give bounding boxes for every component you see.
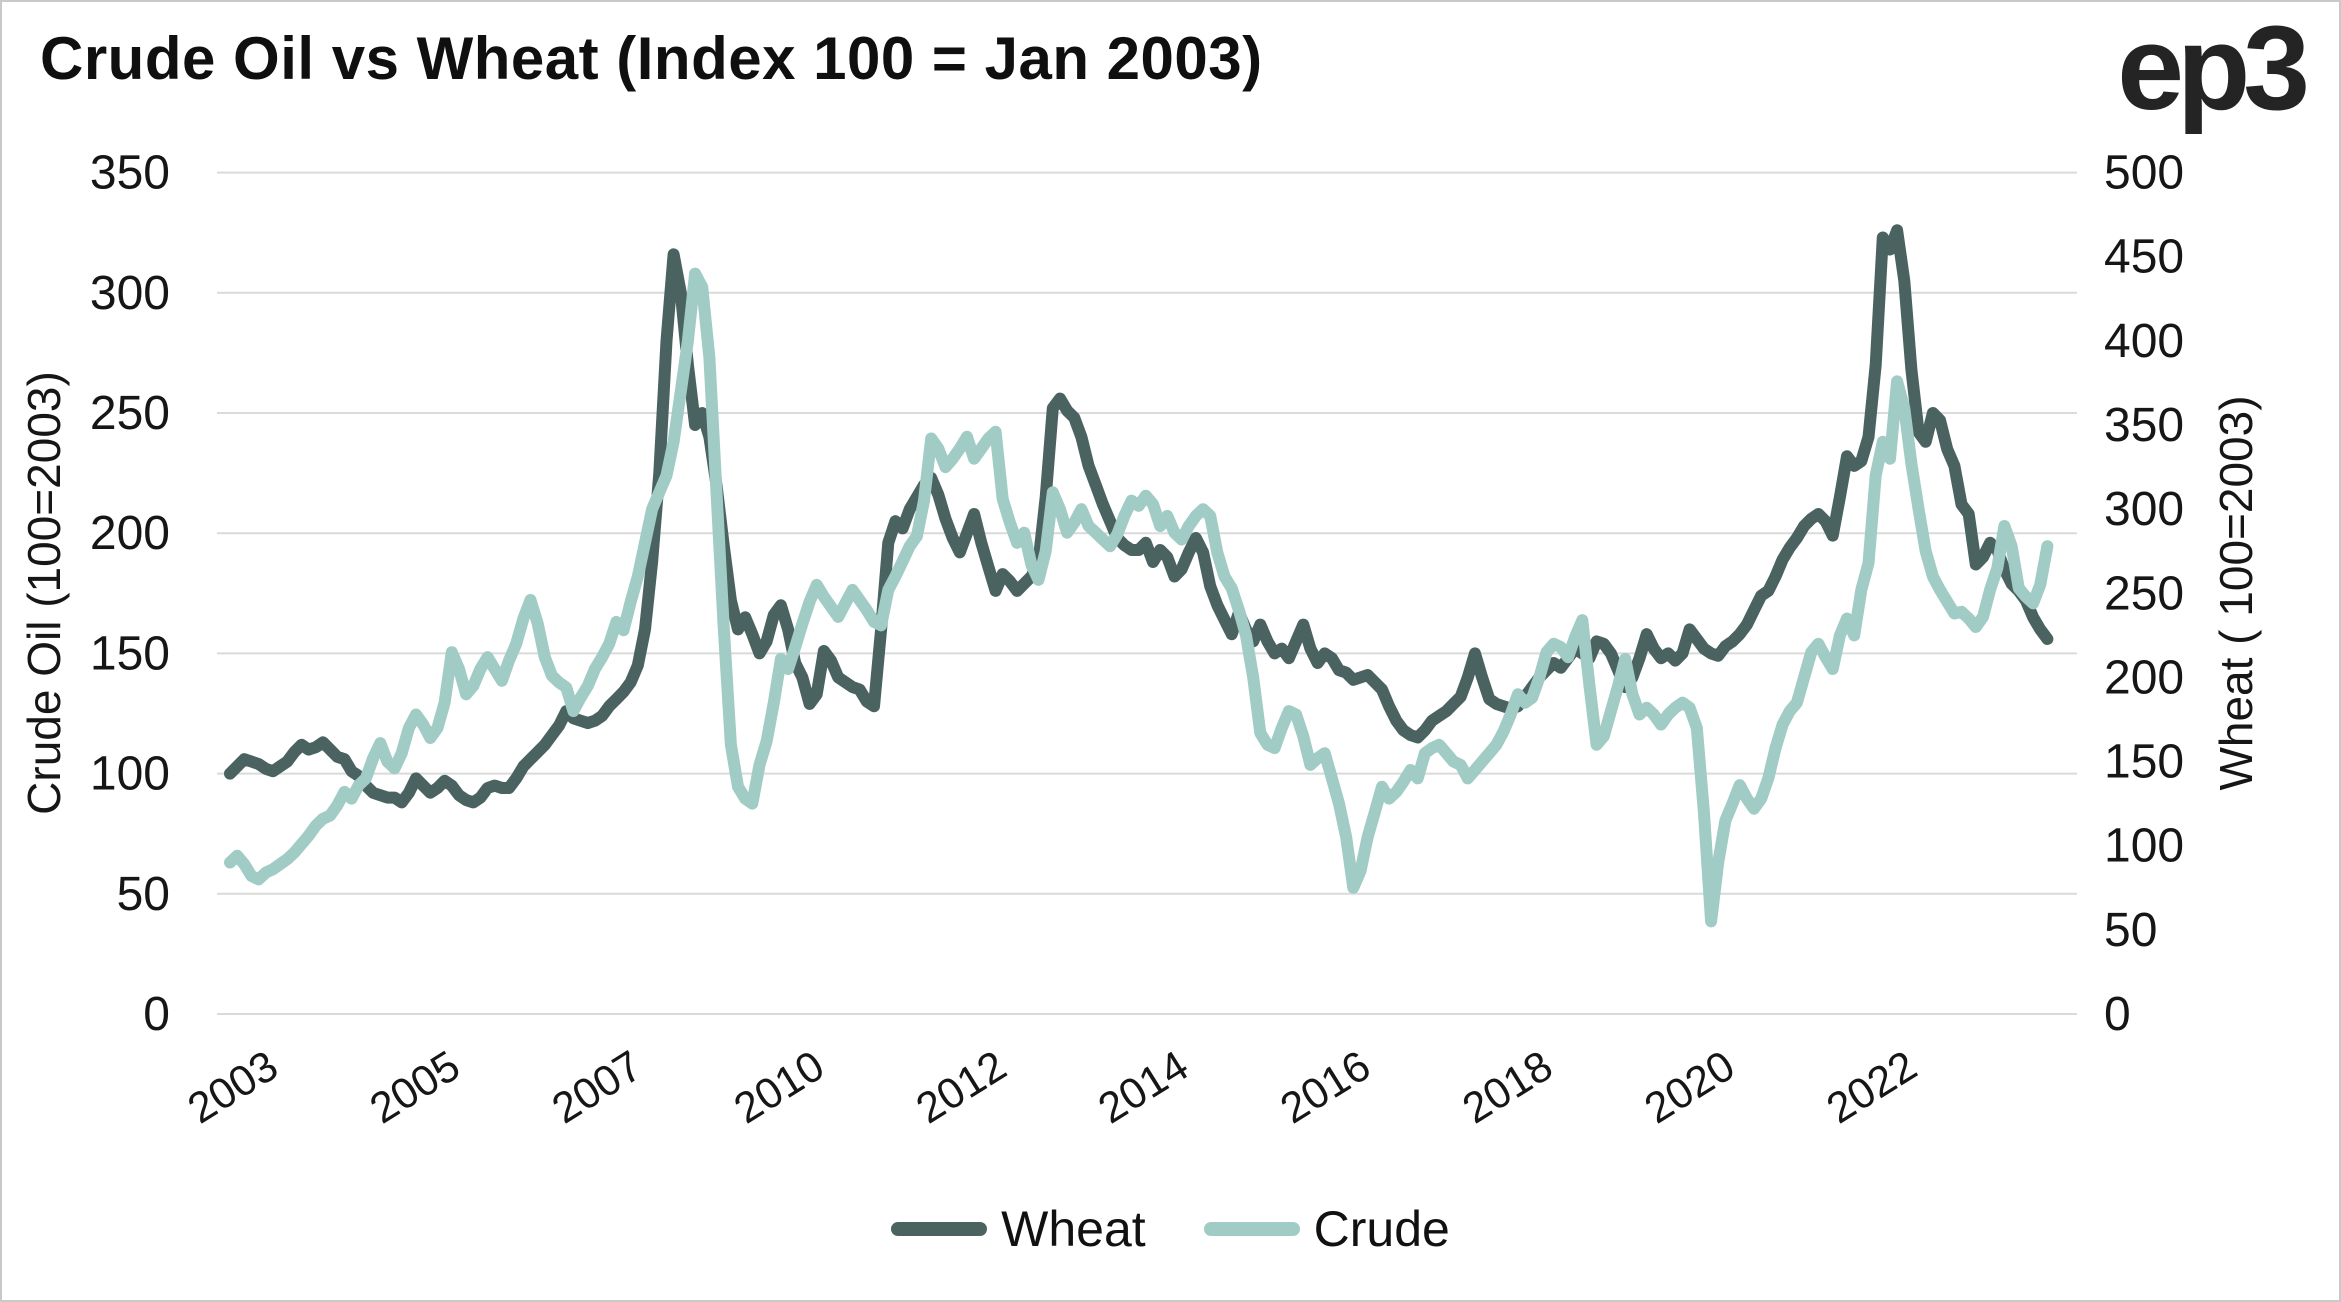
left-axis-tick: 150	[90, 627, 170, 680]
x-axis-tick: 2007	[544, 1042, 651, 1133]
right-axis-tick: 200	[2104, 651, 2184, 704]
wheat-line-swatch	[891, 1222, 988, 1236]
x-axis-tick: 2018	[1454, 1042, 1561, 1133]
series-line-crude	[224, 267, 2054, 928]
left-axis-tick: 250	[90, 387, 170, 440]
right-axis-tick: 400	[2104, 315, 2184, 368]
right-axis-tick: 300	[2104, 483, 2184, 536]
left-axis-tick: 50	[117, 868, 170, 921]
right-axis-tick: 100	[2104, 820, 2184, 873]
legend-label-wheat: Wheat	[1001, 1201, 1146, 1257]
left-axis-tick: 0	[143, 988, 170, 1041]
x-axis-tick: 2016	[1272, 1042, 1379, 1133]
left-axis-tick: 350	[90, 147, 170, 200]
right-axis-tick: 0	[2104, 988, 2131, 1041]
left-axis-tick: 100	[90, 748, 170, 801]
x-axis-tick: 2022	[1819, 1042, 1926, 1133]
series-line-wheat	[224, 224, 2054, 809]
x-axis-tick: 2020	[1637, 1042, 1744, 1133]
left-axis-tick: 300	[90, 267, 170, 320]
right-axis-tick: 450	[2104, 231, 2184, 284]
ep3-logo: ep3	[2117, 1, 2310, 135]
legend-item-crude: Crude	[1203, 1200, 1450, 1258]
right-axis-tick: 350	[2104, 399, 2184, 452]
right-axis-tick: 50	[2104, 904, 2157, 957]
left-axis-title: Crude Oil (100=2003)	[18, 371, 70, 815]
legend-label-crude: Crude	[1313, 1201, 1450, 1257]
x-axis-tick: 2003	[180, 1042, 287, 1133]
x-axis-tick: 2005	[362, 1042, 469, 1133]
right-axis-title: Wheat ( 100=2003)	[2210, 395, 2262, 790]
x-axis-tick: 2014	[1090, 1042, 1197, 1133]
right-axis-tick: 250	[2104, 567, 2184, 620]
left-axis-tick: 200	[90, 507, 170, 560]
crude-line-swatch	[1203, 1222, 1300, 1236]
legend: Wheat Crude	[2, 1200, 2339, 1258]
right-axis-tick: 500	[2104, 147, 2184, 200]
x-axis-tick: 2010	[726, 1042, 833, 1133]
x-axis-tick: 2012	[908, 1042, 1015, 1133]
chart-title: Crude Oil vs Wheat (Index 100 = Jan 2003…	[40, 25, 1263, 92]
right-axis-tick: 150	[2104, 736, 2184, 789]
legend-item-wheat: Wheat	[891, 1200, 1146, 1258]
